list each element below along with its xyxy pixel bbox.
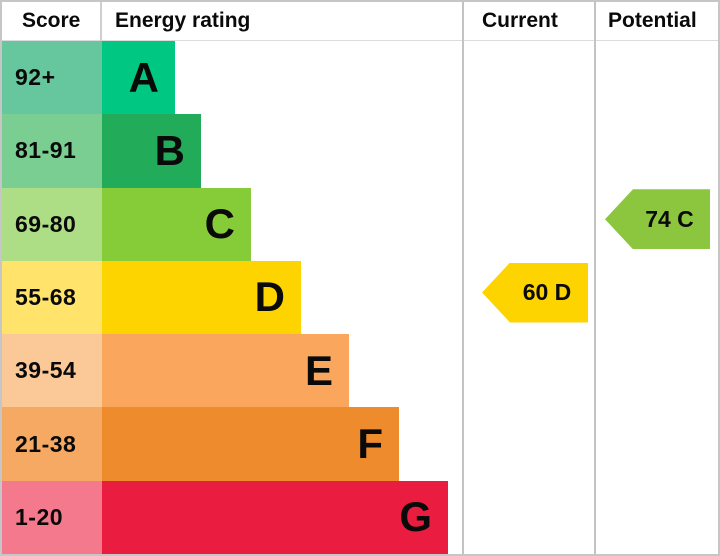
score-range-label: 92+ [2,41,102,115]
current-column-divider [462,2,464,554]
rating-row: 55-68 D [2,260,718,335]
score-column-divider [100,2,102,41]
rating-row: 39-54 E [2,334,718,408]
score-range-label: 55-68 [2,260,102,335]
potential-column-divider [594,2,596,554]
rating-letter: F [357,420,383,468]
rating-row: 69-80 C [2,187,718,261]
rating-bar: F [102,407,399,481]
score-range-label: 39-54 [2,334,102,408]
rating-rows: 92+ A 81-91 B 69-80 C 55-68 D 39-54 E 21… [2,41,718,554]
rating-letter: C [204,200,235,248]
rating-bar: D [102,260,301,335]
rating-letter: A [128,53,159,101]
rating-row: 92+ A [2,41,718,115]
score-range-label: 1-20 [2,480,102,554]
header-current: Current [482,9,558,32]
rating-bar: A [102,41,175,115]
rating-bar: B [102,114,201,188]
rating-letter: D [254,273,285,321]
chart-header: Score Energy rating Current Potential [2,2,718,41]
rating-letter: B [154,126,185,174]
score-range-label: 81-91 [2,114,102,188]
header-energy-rating: Energy rating [115,9,251,32]
header-potential: Potential [608,9,697,32]
rating-row: 21-38 F [2,407,718,481]
score-range-label: 21-38 [2,407,102,481]
rating-bar: E [102,334,349,408]
rating-row: 1-20 G [2,480,718,554]
rating-bar: G [102,480,448,554]
score-range-label: 69-80 [2,187,102,261]
rating-bar: C [102,187,251,261]
header-score: Score [22,9,81,32]
rating-letter: E [304,346,333,394]
rating-letter: G [399,493,432,541]
rating-row: 81-91 B [2,114,718,188]
